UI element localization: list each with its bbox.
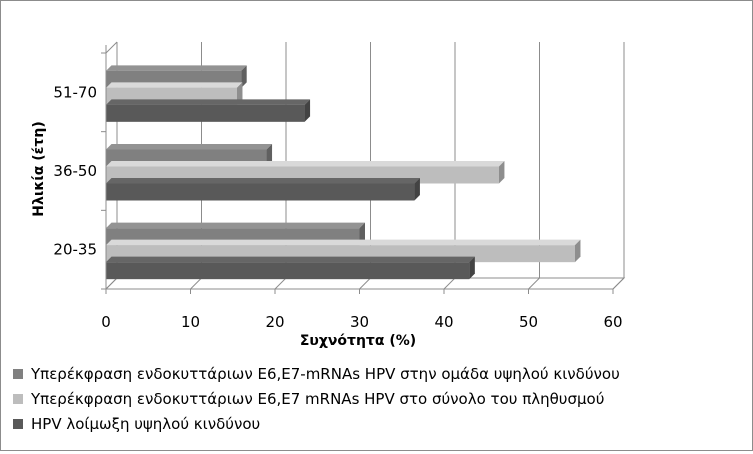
- legend: Υπερέκφραση ενδοκυττάριων Ε6,Ε7-mRNAs HP…: [13, 365, 620, 433]
- bar-end-face: [359, 222, 365, 246]
- x-tick-label: 20: [265, 313, 284, 331]
- bar: [106, 262, 470, 280]
- legend-label: Υπερέκφραση ενδοκυττάριων Ε6,Ε7-mRNAs HP…: [30, 365, 620, 383]
- gridline-floor: [274, 277, 287, 290]
- legend-label: HPV λοίμωξη υψηλού κινδύνου: [31, 415, 260, 433]
- bars: [106, 65, 581, 280]
- bar-top-face: [106, 222, 365, 229]
- bar: [106, 104, 305, 122]
- x-tick-label: 40: [434, 313, 453, 331]
- bar-end-face: [469, 256, 475, 280]
- axes: [101, 45, 614, 294]
- x-tick-label: 0: [101, 313, 111, 331]
- y-tick-label: 51-70: [53, 83, 97, 101]
- bar: [106, 183, 415, 201]
- bar-top-face: [106, 161, 505, 167]
- y-tick-label: 36-50: [53, 162, 97, 180]
- bar-end-face: [574, 239, 581, 263]
- gridline-floor: [105, 277, 118, 290]
- x-axis-title: Συχνότητα (%): [300, 333, 416, 349]
- gridline-floor: [612, 277, 625, 290]
- legend-swatch: [13, 394, 23, 404]
- bar-end-face: [414, 178, 420, 201]
- legend-label: Υπερέκφραση ενδοκυττάριων Ε6,Ε7 mRNAs HP…: [30, 390, 604, 408]
- x-tick-label: 10: [181, 313, 200, 331]
- bar-top-face: [106, 178, 420, 184]
- x-tick-label: 60: [603, 313, 622, 331]
- x-tick-label: 50: [519, 313, 538, 331]
- gridline-floor: [528, 277, 540, 290]
- bar-top-face: [106, 99, 311, 105]
- wall-top-edge: [105, 41, 118, 54]
- gridline-floor: [359, 277, 371, 290]
- bar-top-face: [106, 144, 273, 150]
- bar-top-face: [106, 239, 581, 246]
- legend-swatch: [13, 419, 23, 429]
- gridline-floor: [443, 277, 456, 290]
- bar-end-face: [241, 65, 247, 88]
- bar-end-face: [304, 99, 311, 122]
- tick-labels: 0 10 20 30 40 50 60 20-35 36-50 51-70: [53, 83, 622, 331]
- y-axis-title: Ηλικία (έτη): [31, 121, 47, 216]
- y-tick-label: 20-35: [53, 241, 97, 259]
- bar-end-face: [266, 144, 273, 167]
- bar-end-face: [236, 82, 243, 105]
- gridline-floor: [190, 277, 202, 290]
- x-tick-label: 30: [350, 313, 369, 331]
- bar-top-face: [106, 256, 475, 263]
- bar-end-face: [498, 161, 505, 184]
- legend-swatch: [13, 369, 23, 379]
- bar-top-face: [106, 82, 243, 88]
- bar-top-face: [106, 65, 247, 71]
